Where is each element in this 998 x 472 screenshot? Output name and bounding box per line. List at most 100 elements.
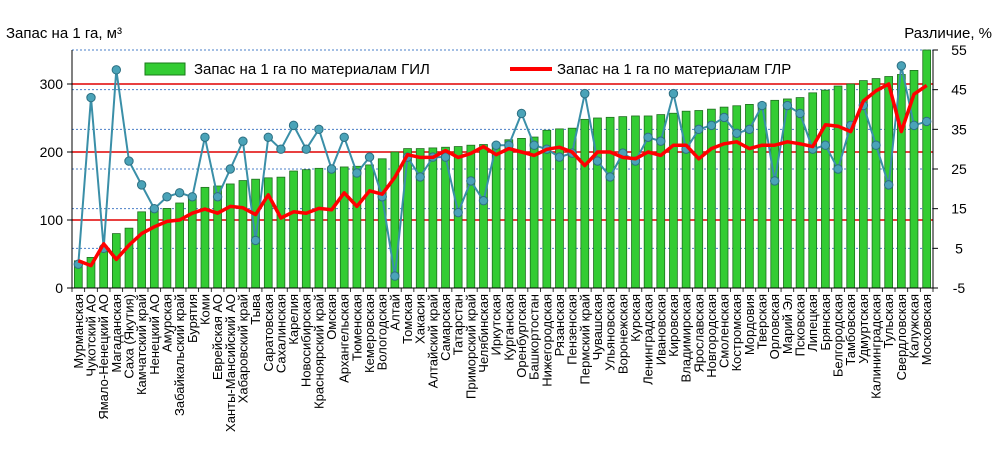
category-label-4: Саха (Якутия) xyxy=(121,294,136,379)
bar-27 xyxy=(415,148,425,289)
point-difference-7 xyxy=(162,192,172,202)
point-difference-50 xyxy=(706,120,717,131)
bar-6 xyxy=(149,209,159,289)
bar-16 xyxy=(276,176,286,289)
bar-17 xyxy=(289,170,298,289)
point-difference-35 xyxy=(516,108,527,119)
right-axis-title: Различие, % xyxy=(904,25,992,42)
bar-55 xyxy=(770,99,780,289)
point-difference-54 xyxy=(757,100,767,111)
category-label-9: Бурятия xyxy=(185,294,200,343)
bar-33 xyxy=(491,143,501,289)
category-label-3: Магаданская xyxy=(109,294,124,373)
category-label-14: Тыва xyxy=(248,293,263,324)
point-difference-63 xyxy=(871,140,881,150)
bar-19 xyxy=(314,167,324,289)
bar-20 xyxy=(327,166,336,289)
category-label-19: Красноярский край xyxy=(311,294,326,409)
point-difference-8 xyxy=(174,188,185,198)
point-difference-1 xyxy=(86,92,96,103)
category-label-39: Пензенская xyxy=(565,294,580,365)
category-label-65: Свердловская xyxy=(894,294,909,380)
point-difference-25 xyxy=(390,271,400,281)
left-axis-title: Запас на 1 га, м³ xyxy=(6,25,122,42)
y-tick-label-right-3: 25 xyxy=(951,161,967,177)
category-label-61: Тамбовская xyxy=(843,294,858,366)
point-difference-45 xyxy=(643,132,653,142)
line-series xyxy=(73,61,932,281)
bar-13 xyxy=(238,180,248,289)
point-difference-46 xyxy=(656,136,666,146)
category-label-33: Иркутская xyxy=(489,294,504,355)
bar-12 xyxy=(225,183,235,289)
bar-18 xyxy=(301,169,311,289)
y-tick-label-right-6: 55 xyxy=(951,42,967,58)
category-label-12: Ханты-Мансийский АО xyxy=(223,294,238,432)
legend: Запас на 1 га по материалам ГИЛ Запас на… xyxy=(144,61,791,78)
bar-31 xyxy=(466,144,476,289)
bar-51 xyxy=(719,106,729,289)
category-label-46: Ивановская xyxy=(653,294,668,365)
category-label-24: Вологодская xyxy=(375,294,390,370)
point-difference-4 xyxy=(124,156,134,166)
point-difference-22 xyxy=(352,168,362,178)
category-label-5: Камчатский край xyxy=(134,294,149,395)
category-label-29: Самарская xyxy=(438,294,453,361)
point-difference-31 xyxy=(466,176,476,186)
point-difference-55 xyxy=(770,176,780,186)
category-label-25: Алтай xyxy=(387,294,402,331)
bar-36 xyxy=(529,136,539,289)
category-label-44: Курская xyxy=(628,294,643,342)
point-difference-6 xyxy=(149,203,160,214)
bar-37 xyxy=(542,129,552,289)
bar-23 xyxy=(365,164,374,289)
category-label-64: Тульская xyxy=(881,294,896,349)
category-label-10: Коми xyxy=(197,294,212,325)
y-tick-label-right-5: 45 xyxy=(951,82,967,98)
point-difference-52 xyxy=(732,128,742,139)
category-label-7: Амурская xyxy=(159,294,174,352)
bar-49 xyxy=(694,110,704,289)
bar-65 xyxy=(897,74,906,289)
bar-2 xyxy=(99,246,108,289)
bar-4 xyxy=(124,227,134,289)
point-difference-59 xyxy=(820,140,831,150)
category-label-67: Московская xyxy=(919,294,934,365)
category-label-26: Томская xyxy=(400,294,415,344)
y-tick-label-left-1: 100 xyxy=(40,212,64,228)
point-difference-12 xyxy=(225,164,235,174)
point-difference-65 xyxy=(896,61,907,71)
point-difference-51 xyxy=(719,112,729,123)
y-tick-label-left-3: 300 xyxy=(40,76,64,92)
category-label-48: Владимирская xyxy=(679,294,694,383)
point-difference-18 xyxy=(301,144,311,154)
category-label-28: Алтайский край xyxy=(425,294,440,388)
category-label-2: Ямало-Ненецкий АО xyxy=(96,294,111,420)
category-label-47: Кировская xyxy=(666,294,681,357)
point-difference-17 xyxy=(288,120,299,131)
category-label-63: Калининградская xyxy=(869,294,884,399)
bar-8 xyxy=(175,202,184,289)
point-difference-14 xyxy=(250,235,261,246)
category-label-60: Белгородская xyxy=(831,294,846,377)
axes xyxy=(67,49,938,292)
category-label-58: Липецкая xyxy=(805,294,820,352)
legend-label-bars: Запас на 1 га по материалам ГИЛ xyxy=(194,61,430,78)
category-label-16: Сахалинская xyxy=(273,294,288,373)
point-difference-66 xyxy=(909,120,919,131)
bar-34 xyxy=(504,139,514,289)
category-label-21: Архангельская xyxy=(337,294,352,383)
legend-label-line: Запас на 1 га по материалам ГЛР xyxy=(557,61,791,78)
point-difference-53 xyxy=(744,124,755,135)
category-label-56: Марий Эл xyxy=(780,294,795,354)
point-difference-3 xyxy=(111,65,122,75)
category-label-43: Воронежская xyxy=(615,294,630,374)
bar-28 xyxy=(428,147,438,289)
category-label-52: Костромская xyxy=(729,294,744,371)
category-label-53: Мордовия xyxy=(742,294,757,355)
point-difference-49 xyxy=(694,124,704,135)
y-tick-label-right-2: 15 xyxy=(951,201,967,217)
category-label-55: Орловская xyxy=(767,294,782,359)
point-difference-5 xyxy=(136,180,147,190)
